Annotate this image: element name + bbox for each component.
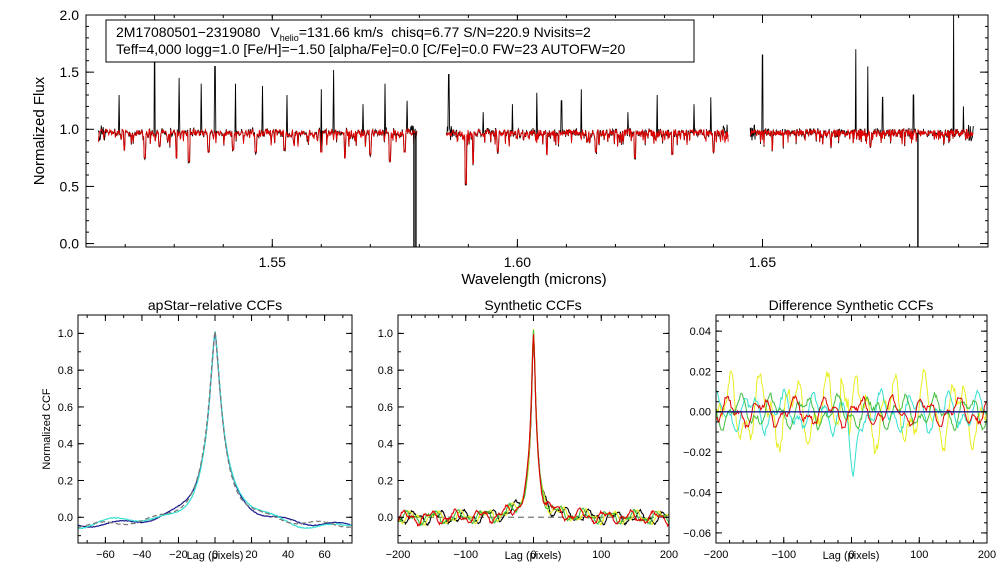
difference-ccf-ytick-label-2: −0.02 (683, 447, 711, 459)
spectrum-ytick-label-2: 1.0 (60, 121, 80, 137)
difference-ccf-title: Difference Synthetic CCFs (769, 297, 934, 313)
difference-ccf-ytick-label-0: −0.06 (683, 528, 711, 540)
spectrum-panel: 1.55 1.60 1.65 0.0 0.5 1.0 1.5 2.0 2M17080501−2… (31, 7, 989, 288)
difference-ccf-xtick-label-4: 200 (978, 549, 996, 561)
annotation-line-1: 2M17080501−2319080 Vhelio=131.66 km/s chis… (116, 24, 591, 43)
difference-ccf-ytick-label-1: −0.04 (683, 487, 711, 499)
annotation-v-value: =131.66 km/s (299, 24, 383, 40)
synthetic-ccf-ytick-label-2: 0.4 (378, 439, 393, 451)
spectrum-xtick-label-2: 1.65 (749, 254, 776, 270)
synthetic-ccf-axes: −200 −100 0 100 200 0.0 0.2 0.4 0.6 0.8 1.0 (378, 314, 678, 561)
apstar-ccf-xtick-label-0: −60 (96, 549, 115, 561)
spectrum-model-chip-2 (749, 127, 974, 151)
spectrum-ytick-label-3: 1.5 (60, 64, 80, 80)
spectrum-ytick-label-4: 2.0 (60, 7, 80, 23)
apstar-ccf-ytick-label-2: 0.4 (58, 439, 73, 451)
difference-ccf-ytick-label-5: 0.04 (690, 326, 711, 338)
apstar-ccf-axes: −60 −40 −20 0 20 40 60 0.0 0.2 0.4 0.6 0.8 1.0 (58, 314, 352, 561)
synthetic-ccf-series-3 (397, 334, 670, 528)
synthetic-ccf-xtick-label-1: −100 (453, 549, 478, 561)
apstar-ccf-panel: −60 −40 −20 0 20 40 60 0.0 0.2 0.4 0.6 0.8 1.0 apSta… (41, 297, 353, 562)
spectrum-frame (85, 14, 989, 248)
apstar-ccf-ytick-label-0: 0.0 (58, 512, 73, 524)
annotation-v: V (270, 24, 280, 40)
synthetic-ccf-plot-area (397, 328, 670, 528)
synthetic-ccf-ytick-label-3: 0.6 (378, 402, 393, 414)
synthetic-ccf-xtick-label-3: 100 (592, 549, 610, 561)
apstar-ccf-ytick-label-5: 1.0 (58, 328, 73, 340)
annotation-object: 2M17080501−2319080 (116, 24, 261, 40)
spectrum-plot-area (97, 14, 974, 247)
apstar-ccf-xtick-label-3: 0 (212, 549, 218, 561)
apstar-ccf-title: apStar−relative CCFs (148, 297, 282, 313)
difference-ccf-axes: −200 −100 0 100 200 −0.06 −0.04 −0.02 0.00 0.02 0.… (683, 315, 996, 561)
spectrum-model-chip-0 (97, 127, 418, 162)
apstar-ccf-series-2 (77, 331, 353, 529)
spectrum-ytick-label-1: 0.5 (60, 178, 80, 194)
apstar-ccf-xtick-label-1: −40 (133, 549, 152, 561)
apstar-ccf-xtick-label-4: 20 (245, 549, 257, 561)
difference-ccf-series-2 (715, 392, 987, 432)
difference-ccf-ytick-label-4: 0.02 (690, 366, 711, 378)
apstar-ccf-series-1 (77, 331, 353, 530)
apstar-ccf-plot-area (77, 331, 353, 530)
difference-ccf-series-0 (715, 368, 987, 455)
difference-ccf-panel: −200 −100 0 100 200 −0.06 −0.04 −0.02 0.00 0.02 0.… (683, 297, 996, 562)
spectrum-axes: 1.55 1.60 1.65 0.0 0.5 1.0 1.5 2.0 (60, 7, 988, 270)
spectrum-model-chip-1 (445, 127, 729, 185)
synthetic-ccf-ytick-label-0: 0.0 (378, 512, 393, 524)
annotation-line-2: Teff=4,000 logg=1.0 [Fe/H]=−1.50 [alpha/… (116, 41, 625, 57)
synthetic-ccf-xlabel: Lag (pixels) (505, 550, 562, 562)
apstar-ccf-xtick-label-5: 40 (282, 549, 294, 561)
annotation-box (105, 19, 695, 63)
synthetic-ccf-panel: −200 −100 0 100 200 0.0 0.2 0.4 0.6 0.8 1.0 Synthe… (378, 297, 678, 562)
apstar-ccf-xtick-label-2: −20 (169, 549, 188, 561)
spectrum-xtick-label-1: 1.60 (504, 254, 531, 270)
apstar-ccf-xlabel: Lag (pixels) (187, 550, 244, 562)
synthetic-ccf-title: Synthetic CCFs (484, 297, 581, 313)
difference-ccf-xtick-label-3: 100 (910, 549, 928, 561)
synthetic-ccf-xtick-label-4: 200 (660, 549, 678, 561)
difference-ccf-xlabel: Lag (pixels) (823, 550, 880, 562)
difference-ccf-xtick-label-2: 0 (848, 549, 854, 561)
apstar-ccf-ytick-label-1: 0.2 (58, 475, 73, 487)
difference-ccf-xtick-label-0: −200 (704, 549, 729, 561)
difference-ccf-xtick-label-1: −100 (771, 549, 796, 561)
synthetic-ccf-ytick-label-5: 1.0 (378, 328, 393, 340)
synthetic-ccf-ytick-label-1: 0.2 (378, 475, 393, 487)
apstar-ccf-xtick-label-6: 60 (318, 549, 330, 561)
spectrum-ytick-label-0: 0.0 (60, 235, 80, 251)
synthetic-ccf-xtick-label-2: 0 (530, 549, 536, 561)
difference-ccf-ytick-label-3: 0.00 (690, 407, 711, 419)
apstar-ccf-ylabel: Normalized CCF (41, 388, 53, 470)
apstar-ccf-ytick-label-4: 0.8 (58, 365, 73, 377)
spectrum-ylabel: Normalized Flux (31, 76, 48, 185)
spectrum-xtick-label-0: 1.55 (259, 254, 286, 270)
spectrum-xlabel: Wavelength (microns) (461, 271, 606, 288)
difference-ccf-series-3 (715, 393, 987, 430)
difference-ccf-series-1 (715, 387, 987, 477)
synthetic-ccf-xtick-label-0: −200 (386, 549, 411, 561)
apstar-ccf-ytick-label-3: 0.6 (58, 402, 73, 414)
difference-ccf-plot-area (715, 368, 987, 477)
synthetic-ccf-ytick-label-4: 0.8 (378, 365, 393, 377)
annotation-v-sub: helio (280, 33, 299, 43)
annotation-stats: chisq=6.77 S/N=220.9 Nvisits=2 (391, 24, 591, 40)
